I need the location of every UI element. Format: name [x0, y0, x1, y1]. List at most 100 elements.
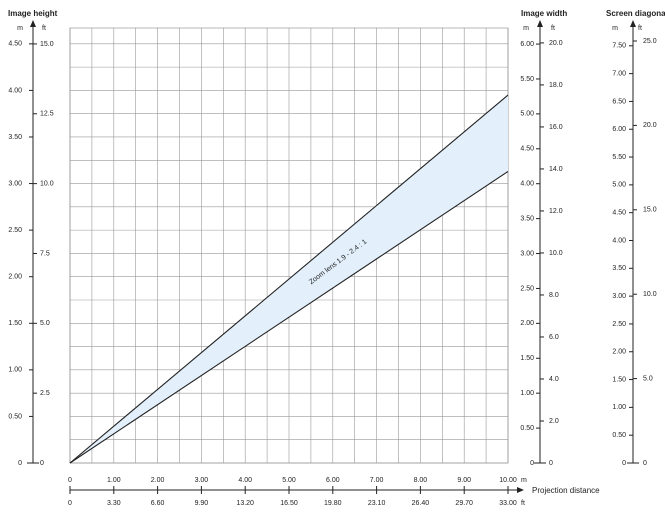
tick-label: 2.00 — [520, 320, 534, 327]
tick-label: 3.00 — [8, 180, 22, 187]
unit-label: ft — [551, 25, 555, 32]
unit-label: m — [17, 25, 23, 32]
series-line — [69, 94, 509, 464]
tick-label: 2.00 — [151, 477, 165, 484]
tick-label: 7.50 — [612, 43, 626, 50]
axis-title: Projection distance — [532, 486, 600, 495]
tick-label: 7.00 — [370, 477, 384, 484]
tick-label: 7.00 — [612, 70, 626, 77]
tick-label: 0 — [18, 460, 22, 467]
tick-label: 8.00 — [414, 477, 428, 484]
tick-label: 2.50 — [8, 227, 22, 234]
tick-label: 4.50 — [520, 146, 534, 153]
tick-label: 0 — [40, 460, 44, 467]
tick-label: 1.50 — [8, 320, 22, 327]
tick-label: 12.5 — [40, 111, 54, 118]
tick-label: 3.00 — [612, 293, 626, 300]
tick-label: 19.80 — [324, 500, 342, 507]
tick-label: 16.0 — [549, 124, 563, 131]
tick-label: 5.00 — [520, 111, 534, 118]
tick-label: 5.00 — [282, 477, 296, 484]
tick-label: 15.0 — [40, 41, 54, 48]
tick-label: 2.50 — [520, 285, 534, 292]
tick-label: 7.5 — [40, 250, 50, 257]
tick-label: 0.50 — [612, 432, 626, 439]
tick-label: 13.20 — [236, 500, 254, 507]
tick-label: 0.50 — [520, 425, 534, 432]
tick-label: 2.5 — [40, 390, 50, 397]
tick-label: 1.00 — [8, 367, 22, 374]
tick-label: 1.50 — [520, 355, 534, 362]
tick-label: 26.40 — [412, 500, 430, 507]
tick-label: 29.70 — [455, 500, 473, 507]
tick-label: 0 — [68, 500, 72, 507]
tick-label: 4.00 — [520, 181, 534, 188]
tick-label: 1.00 — [520, 390, 534, 397]
tick-label: 25.0 — [643, 38, 657, 45]
tick-label: 3.00 — [520, 250, 534, 257]
axis-arrow — [30, 20, 36, 27]
tick-label: 5.50 — [520, 76, 534, 83]
axis-arrow — [630, 20, 636, 27]
tick-label: 0 — [549, 460, 553, 467]
tick-label: 4.00 — [238, 477, 252, 484]
tick-label: 10.0 — [40, 180, 54, 187]
tick-label: 6.50 — [612, 98, 626, 105]
unit-label: ft — [521, 500, 525, 507]
tick-label: 8.0 — [549, 292, 559, 299]
tick-label: 10.00 — [499, 477, 517, 484]
tick-label: 4.00 — [612, 237, 626, 244]
tick-label: 10.0 — [549, 250, 563, 257]
tick-label: 3.50 — [612, 265, 626, 272]
axis-title: Image height — [8, 9, 58, 18]
tick-label: 2.00 — [612, 349, 626, 356]
tick-label: 3.50 — [8, 134, 22, 141]
tick-label: 0 — [643, 460, 647, 467]
tick-label: 5.50 — [612, 154, 626, 161]
tick-label: 6.0 — [549, 334, 559, 341]
axis-arrow — [537, 20, 543, 27]
plot-frame — [69, 27, 509, 464]
tick-label: 20.0 — [643, 122, 657, 129]
axis-arrow — [517, 487, 524, 493]
unit-label: ft — [42, 25, 46, 32]
tick-label: 4.00 — [8, 87, 22, 94]
tick-label: 10.0 — [643, 291, 657, 298]
series-line — [69, 170, 509, 464]
tick-label: 3.00 — [195, 477, 209, 484]
tick-label: 3.50 — [520, 215, 534, 222]
tick-label: 15.0 — [643, 207, 657, 214]
tick-label: 4.0 — [549, 376, 559, 383]
unit-label: ft — [638, 25, 642, 32]
tick-label: 6.00 — [326, 477, 340, 484]
tick-label: 1.00 — [612, 404, 626, 411]
tick-label: 2.0 — [549, 418, 559, 425]
axis-title: Screen diagona — [606, 9, 665, 18]
tick-label: 1.00 — [107, 477, 121, 484]
tick-label: 16.50 — [280, 500, 298, 507]
tick-label: 0 — [68, 477, 72, 484]
tick-label: 18.0 — [549, 82, 563, 89]
tick-label: 23.10 — [368, 500, 386, 507]
tick-label: 33.00 — [499, 500, 517, 507]
tick-label: 20.0 — [549, 40, 563, 47]
tick-label: 0 — [530, 460, 534, 467]
unit-label: m — [612, 25, 618, 32]
tick-label: 5.0 — [643, 375, 653, 382]
tick-label: 6.60 — [151, 500, 165, 507]
tick-label: 2.00 — [8, 274, 22, 281]
tick-label: 4.50 — [8, 41, 22, 48]
tick-label: 6.00 — [520, 41, 534, 48]
tick-label: 5.00 — [612, 182, 626, 189]
tick-label: 4.50 — [612, 210, 626, 217]
tick-label: 6.00 — [612, 126, 626, 133]
tick-label: 9.00 — [457, 477, 471, 484]
tick-label: 0 — [622, 460, 626, 467]
tick-label: 9.90 — [195, 500, 209, 507]
tick-label: 14.0 — [549, 166, 563, 173]
tick-label: 3.30 — [107, 500, 121, 507]
unit-label: m — [521, 477, 527, 484]
tick-label: 12.0 — [549, 208, 563, 215]
tick-label: 1.50 — [612, 376, 626, 383]
